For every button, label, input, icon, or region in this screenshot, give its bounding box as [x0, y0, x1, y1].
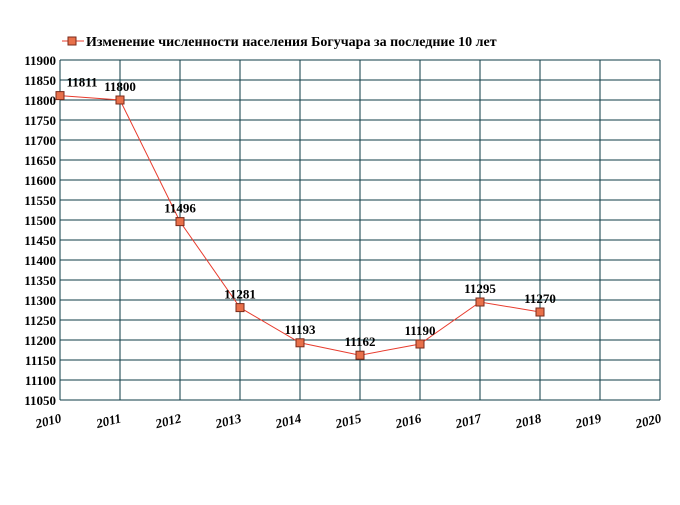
data-label: 11295 [464, 281, 496, 296]
data-point [295, 338, 305, 348]
data-label: 11281 [224, 287, 256, 302]
data-labels: 11811 11800 11496 11281 11193 11162 11190 11295… [66, 75, 555, 350]
x-axis-ticks: 2010 2011 2012 2013 2014 2015 2016 2017 2018 2019… [33, 410, 663, 431]
x-tick-label: 2011 [94, 410, 123, 431]
y-tick-label: 11600 [24, 173, 56, 188]
y-tick-label: 11350 [24, 273, 56, 288]
y-tick-label: 11650 [24, 153, 56, 168]
y-tick-label: 11050 [24, 393, 56, 408]
x-tick-label: 2012 [153, 410, 183, 431]
y-tick-label: 11100 [25, 373, 56, 388]
y-tick-label: 11500 [24, 213, 56, 228]
x-tick-label: 2018 [513, 410, 543, 431]
y-tick-label: 11850 [24, 73, 56, 88]
legend: Изменение численности населения Богучара… [62, 35, 497, 50]
y-tick-label: 11450 [24, 233, 56, 248]
legend-label: Изменение численности населения Богучара… [86, 35, 497, 50]
y-tick-label: 11150 [25, 353, 56, 368]
data-label: 11811 [66, 75, 97, 90]
y-axis-ticks: 11050 11100 11150 11200 11250 11300 11350 11400… [24, 53, 56, 408]
series [55, 91, 545, 360]
x-tick-label: 2016 [393, 410, 423, 431]
x-tick-label: 2010 [33, 410, 63, 431]
legend-marker [67, 36, 77, 46]
y-tick-label: 11550 [24, 193, 56, 208]
y-tick-label: 11300 [24, 293, 56, 308]
x-tick-label: 2019 [573, 410, 603, 431]
x-tick-label: 2014 [273, 410, 303, 431]
x-tick-label: 2017 [453, 410, 483, 431]
data-label: 11162 [344, 334, 375, 349]
grid [59, 59, 661, 401]
data-point [235, 303, 245, 313]
data-point [475, 297, 485, 307]
data-point [355, 350, 365, 360]
data-point [175, 217, 185, 227]
data-point [55, 91, 65, 101]
data-point [115, 95, 125, 105]
data-label: 11496 [164, 201, 196, 216]
data-label: 11270 [524, 291, 556, 306]
data-label: 11800 [104, 79, 136, 94]
y-tick-label: 11400 [24, 253, 56, 268]
y-tick-label: 11250 [24, 313, 56, 328]
x-tick-label: 2013 [213, 410, 243, 431]
y-tick-label: 11200 [24, 333, 56, 348]
x-tick-label: 2015 [333, 410, 363, 431]
data-point [535, 307, 545, 317]
x-tick-label: 2020 [633, 410, 663, 431]
data-point [415, 339, 425, 349]
y-tick-label: 11900 [24, 53, 56, 68]
y-tick-label: 11700 [24, 133, 56, 148]
y-tick-label: 11750 [24, 113, 56, 128]
data-label: 11190 [404, 323, 435, 338]
data-label: 11193 [284, 322, 316, 337]
y-tick-label: 11800 [24, 93, 56, 108]
